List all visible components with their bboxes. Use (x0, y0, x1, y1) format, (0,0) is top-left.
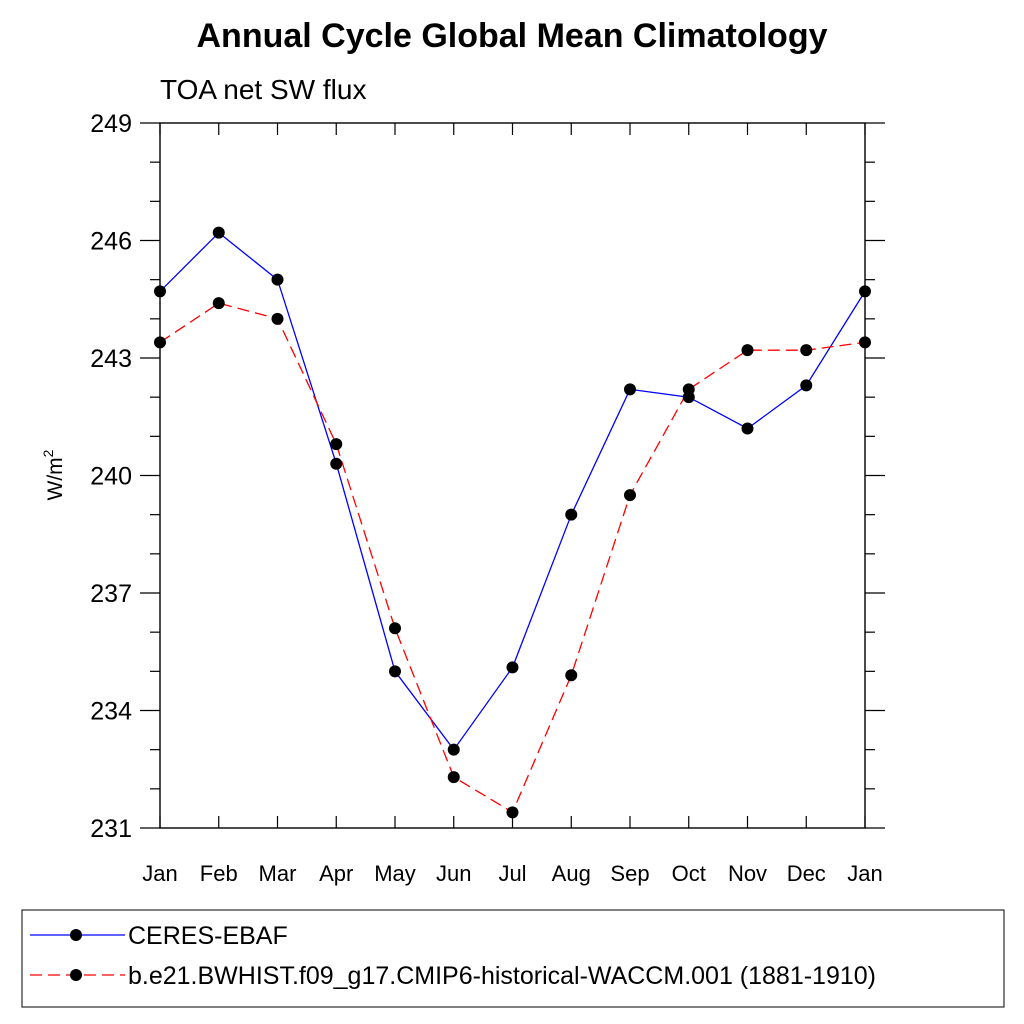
chart-title: Annual Cycle Global Mean Climatology (197, 17, 828, 55)
x-tick-label: Jul (498, 861, 526, 886)
series-1-point (741, 422, 754, 435)
series-2-point (212, 297, 225, 310)
series-1-point (271, 273, 284, 286)
y-tick-label: 234 (90, 698, 132, 726)
y-tick-label: 237 (90, 580, 132, 608)
series-1-point (506, 661, 519, 674)
x-tick-label: Jun (436, 861, 471, 886)
x-tick-label: Nov (728, 861, 767, 886)
series-2-point (330, 438, 343, 451)
series-line-2 (159, 302, 866, 814)
series-2-point (506, 806, 519, 819)
y-axis: 231 234 237 240 243 246 249 (90, 110, 885, 843)
series-2-point (565, 669, 578, 682)
x-tick-label: Jan (847, 861, 882, 886)
y-tick-label: 243 (90, 345, 132, 373)
series-1-point (212, 226, 225, 239)
y-tick-label: 249 (90, 110, 132, 138)
y-tick-label: 231 (90, 815, 132, 843)
y-tick-label: 246 (90, 228, 132, 256)
series-2-point (741, 344, 754, 357)
series-2-point (389, 622, 401, 635)
x-tick-label: Aug (552, 861, 591, 886)
series-2-point (271, 312, 284, 325)
series-1-point (624, 383, 636, 396)
series-1-point (447, 743, 460, 756)
y-axis-label-exponent: 2 (40, 449, 56, 457)
x-tick-label: May (374, 861, 416, 886)
plot-frame (159, 122, 866, 829)
chart-subtitle: TOA net SW flux (160, 74, 366, 105)
series-2-point (624, 489, 636, 502)
series-1-point (154, 285, 166, 298)
series-2-point (154, 336, 166, 349)
series-1-point (330, 457, 343, 470)
x-tick-label: Dec (787, 861, 826, 886)
x-tick-label: Feb (200, 861, 238, 886)
x-tick-label: Apr (319, 861, 353, 886)
series-2-point (859, 336, 871, 349)
legend-marker-2 (70, 969, 82, 981)
x-tick-label: Sep (610, 861, 649, 886)
series-layer (154, 226, 871, 819)
legend-label-1: CERES-EBAF (128, 922, 288, 950)
y-axis-label: W/m2 (40, 449, 67, 500)
legend: CERES-EBAF b.e21.BWHIST.f09_g17.CMIP6-his… (30, 922, 876, 990)
series-1-point (565, 508, 578, 521)
y-tick-label: 240 (90, 463, 132, 491)
series-1-point (859, 285, 871, 298)
x-tick-label: Oct (672, 861, 706, 886)
legend-label-2: b.e21.BWHIST.f09_g17.CMIP6-historical-WA… (128, 962, 876, 990)
x-tick-label: Mar (259, 861, 297, 886)
series-2-point (682, 383, 695, 396)
series-1-point (389, 665, 401, 678)
y-axis-label-unit: W/m (44, 457, 67, 500)
series-1-point (800, 379, 813, 392)
legend-box (21, 909, 1005, 1008)
x-axis: Jan Feb Mar Apr May Jun Jul Aug Sep Oct Nov Dec Jan (142, 123, 883, 886)
x-tick-label: Jan (142, 861, 177, 886)
series-2-point (447, 771, 460, 784)
legend-marker-1 (70, 929, 82, 941)
series-2-point (800, 344, 813, 357)
